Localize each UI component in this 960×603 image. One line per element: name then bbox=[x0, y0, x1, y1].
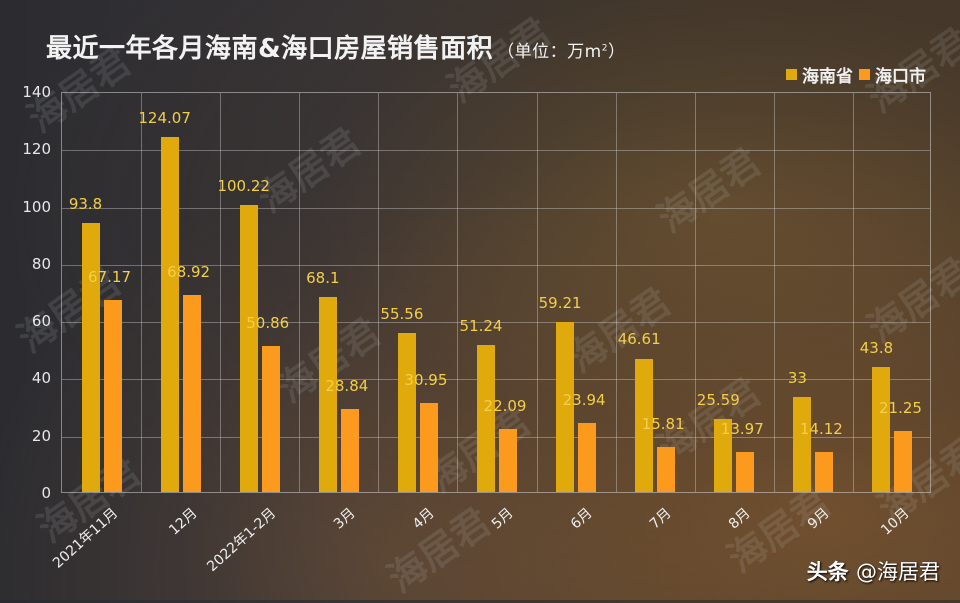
x-tick-label: 6月 bbox=[568, 505, 596, 533]
bar-hainan bbox=[793, 397, 812, 492]
value-label-hainan: 68.1 bbox=[306, 268, 340, 287]
y-tick-label: 100 bbox=[22, 197, 51, 216]
value-label-haikou: 22.09 bbox=[483, 396, 527, 415]
legend-swatch-haikou bbox=[859, 69, 870, 80]
bar-haikou bbox=[182, 294, 201, 492]
value-label-hainan: 124.07 bbox=[138, 108, 191, 127]
bar-hainan bbox=[160, 136, 179, 492]
chart-title-unit: （单位：万m2） bbox=[497, 42, 626, 62]
value-label-hainan: 33 bbox=[787, 369, 807, 388]
bar-haikou bbox=[578, 423, 597, 492]
legend-label-haikou: 海口市 bbox=[875, 67, 926, 87]
bar-hainan bbox=[477, 345, 495, 492]
x-tick-label: 4月 bbox=[409, 505, 438, 533]
bar-haikou bbox=[657, 446, 676, 492]
bar-hainan bbox=[635, 358, 654, 492]
x-tick-label: 12月 bbox=[165, 505, 201, 539]
footer-attribution: 头条 @海居君 bbox=[807, 556, 940, 586]
gridline-horizontal bbox=[62, 150, 930, 152]
gridline-horizontal bbox=[62, 264, 930, 266]
value-label-hainan: 25.59 bbox=[696, 390, 740, 409]
value-label-haikou: 50.86 bbox=[246, 314, 290, 333]
gridline-vertical bbox=[852, 93, 854, 492]
gridline-vertical bbox=[378, 93, 380, 492]
y-tick-label: 40 bbox=[31, 369, 51, 388]
watermark-text: 海居君 bbox=[379, 499, 499, 602]
y-tick-label: 60 bbox=[31, 312, 51, 331]
x-tick-label: 2021年11月 bbox=[50, 505, 122, 572]
y-tick-label: 120 bbox=[22, 140, 51, 159]
legend-label-hainan: 海南省 bbox=[802, 67, 853, 87]
bar-hainan bbox=[714, 418, 733, 492]
bar-haikou bbox=[815, 451, 834, 492]
legend-item-hainan: 海南省 bbox=[786, 62, 853, 87]
gridline-vertical bbox=[536, 93, 538, 492]
x-tick-label: 5月 bbox=[488, 505, 517, 533]
value-label-haikou: 14.12 bbox=[799, 419, 843, 438]
y-tick-label: 80 bbox=[31, 254, 51, 273]
gridline-vertical bbox=[141, 93, 143, 492]
value-label-hainan: 59.21 bbox=[538, 294, 582, 313]
bar-haikou bbox=[736, 452, 755, 492]
bar-haikou bbox=[103, 299, 122, 492]
y-tick-label: 0 bbox=[41, 484, 51, 502]
plot-area: 93.8 67.17 124.07 68.92 100.22 50.86 68.1 28.84… bbox=[61, 92, 931, 493]
chart-legend: 海南省 海口市 bbox=[786, 62, 926, 87]
gridline-horizontal bbox=[62, 436, 930, 438]
x-tick-label: 8月 bbox=[726, 505, 754, 533]
gridline-vertical bbox=[299, 93, 301, 492]
gridline-horizontal bbox=[62, 379, 930, 381]
y-tick-label: 140 bbox=[22, 83, 51, 101]
bar-hainan bbox=[318, 296, 337, 492]
bar-haikou bbox=[419, 403, 438, 492]
value-label-hainan: 93.8 bbox=[68, 195, 103, 214]
x-tick-label: 9月 bbox=[805, 505, 834, 533]
value-label-haikou: 28.84 bbox=[325, 377, 369, 396]
y-tick-label: 20 bbox=[31, 426, 51, 445]
bar-haikou bbox=[340, 409, 359, 492]
chart-title: 最近一年各月海南&海口房屋销售面积 （单位：万m2） bbox=[46, 28, 625, 65]
value-label-haikou: 23.94 bbox=[562, 391, 606, 410]
bar-hainan bbox=[872, 366, 891, 492]
value-label-hainan: 55.56 bbox=[380, 304, 424, 323]
bar-haikou bbox=[894, 431, 913, 492]
gridline-horizontal bbox=[62, 207, 930, 209]
legend-item-haikou: 海口市 bbox=[859, 62, 926, 87]
value-label-haikou: 68.92 bbox=[167, 262, 211, 281]
x-tick-label: 3月 bbox=[330, 505, 359, 533]
bar-hainan bbox=[556, 322, 575, 492]
legend-swatch-hainan bbox=[786, 69, 797, 80]
gridline-vertical bbox=[773, 93, 775, 492]
value-label-haikou: 67.17 bbox=[88, 267, 132, 286]
bar-hainan bbox=[81, 223, 100, 492]
value-label-haikou: 21.25 bbox=[878, 399, 922, 418]
footer-platform: 头条 bbox=[806, 560, 849, 584]
value-label-hainan: 43.8 bbox=[859, 338, 894, 357]
value-label-hainan: 46.61 bbox=[617, 330, 661, 349]
value-label-haikou: 13.97 bbox=[720, 419, 764, 438]
x-tick-label: 7月 bbox=[647, 505, 675, 533]
bar-haikou bbox=[499, 428, 517, 492]
value-label-hainan: 51.24 bbox=[459, 317, 503, 336]
gridline-vertical bbox=[220, 93, 222, 492]
bar-hainan bbox=[239, 204, 258, 492]
x-tick-label: 2022年1-2月 bbox=[204, 505, 280, 575]
chart-title-main: 最近一年各月海南&海口房屋销售面积 bbox=[46, 34, 494, 64]
footer-handle: @海居君 bbox=[856, 560, 940, 584]
value-label-haikou: 15.81 bbox=[641, 414, 685, 433]
value-label-haikou: 30.95 bbox=[404, 371, 448, 390]
gridline-vertical bbox=[694, 93, 696, 492]
gridline-vertical bbox=[615, 93, 617, 492]
x-tick-label: 10月 bbox=[877, 505, 913, 539]
gridline-vertical bbox=[457, 93, 459, 492]
bar-haikou bbox=[261, 346, 280, 492]
gridline-horizontal bbox=[62, 322, 930, 324]
value-label-hainan: 100.22 bbox=[217, 176, 270, 195]
bar-hainan bbox=[397, 332, 416, 492]
